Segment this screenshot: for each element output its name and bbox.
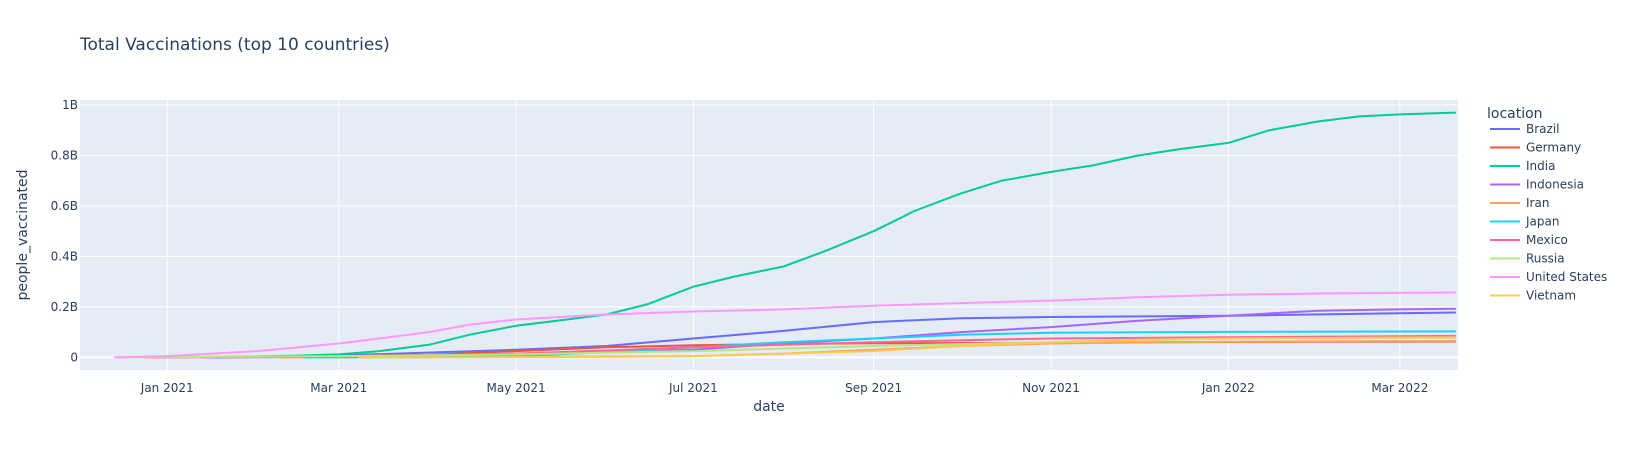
y-tick-label: 0.4B	[51, 249, 78, 263]
series-lines	[113, 111, 1457, 359]
y-tick-label: 1B	[62, 98, 78, 112]
y-axis-ticks: 0 0.2B 0.4B 0.6B 0.8B 1B	[51, 98, 78, 364]
legend-label: Japan	[1525, 215, 1559, 229]
series-line-united-states	[113, 291, 1457, 359]
x-tick-label: Nov 2021	[1022, 381, 1080, 395]
legend-item-vietnam[interactable]: Vietnam	[1490, 289, 1576, 303]
legend-item-germany[interactable]: Germany	[1490, 141, 1581, 155]
x-tick-label: Jul 2021	[668, 381, 718, 395]
y-tick-label: 0.6B	[51, 199, 78, 213]
y-tick-label: 0.2B	[51, 300, 78, 314]
legend-title: location	[1487, 106, 1543, 122]
y-tick-label: 0.8B	[51, 149, 78, 163]
legend-label: Vietnam	[1526, 289, 1576, 303]
legend-label: Russia	[1526, 252, 1565, 266]
legend-label: Indonesia	[1526, 178, 1584, 192]
legend-item-india[interactable]: India	[1490, 159, 1555, 173]
x-tick-label: May 2021	[486, 381, 545, 395]
legend-item-japan[interactable]: Japan	[1490, 215, 1559, 229]
x-tick-label: Mar 2022	[1371, 381, 1428, 395]
legend-label: Mexico	[1526, 233, 1568, 247]
legend-label: United States	[1526, 270, 1607, 284]
y-axis-title: people_vaccinated	[15, 169, 31, 300]
series-line-vietnam	[358, 336, 1457, 359]
legend-item-united-states[interactable]: United States	[1490, 270, 1607, 284]
legend-label: Germany	[1526, 141, 1581, 155]
x-axis-ticks: Jan 2021 Mar 2021 May 2021 Jul 2021 Sep 2021…	[140, 381, 1429, 395]
x-tick-label: Jan 2021	[140, 381, 194, 395]
series-line-india	[209, 111, 1457, 359]
plot-area	[80, 100, 1458, 370]
legend-item-brazil[interactable]: Brazil	[1490, 122, 1560, 136]
legend-label: India	[1526, 159, 1555, 173]
x-tick-label: Jan 2022	[1201, 381, 1255, 395]
legend-item-mexico[interactable]: Mexico	[1490, 233, 1568, 247]
x-tick-label: Mar 2021	[310, 381, 367, 395]
x-axis-title: date	[753, 399, 785, 415]
legend: location Brazil Germany India Indonesia Iran…	[1487, 106, 1607, 303]
legend-item-russia[interactable]: Russia	[1490, 252, 1565, 266]
x-tick-label: Sep 2021	[845, 381, 902, 395]
legend-item-iran[interactable]: Iran	[1490, 196, 1549, 210]
legend-item-indonesia[interactable]: Indonesia	[1490, 178, 1584, 192]
chart-title: Total Vaccinations (top 10 countries)	[79, 35, 390, 55]
series-line-brazil	[215, 311, 1457, 359]
y-tick-label: 0	[70, 350, 78, 364]
legend-label: Iran	[1526, 196, 1549, 210]
legend-label: Brazil	[1526, 122, 1560, 136]
